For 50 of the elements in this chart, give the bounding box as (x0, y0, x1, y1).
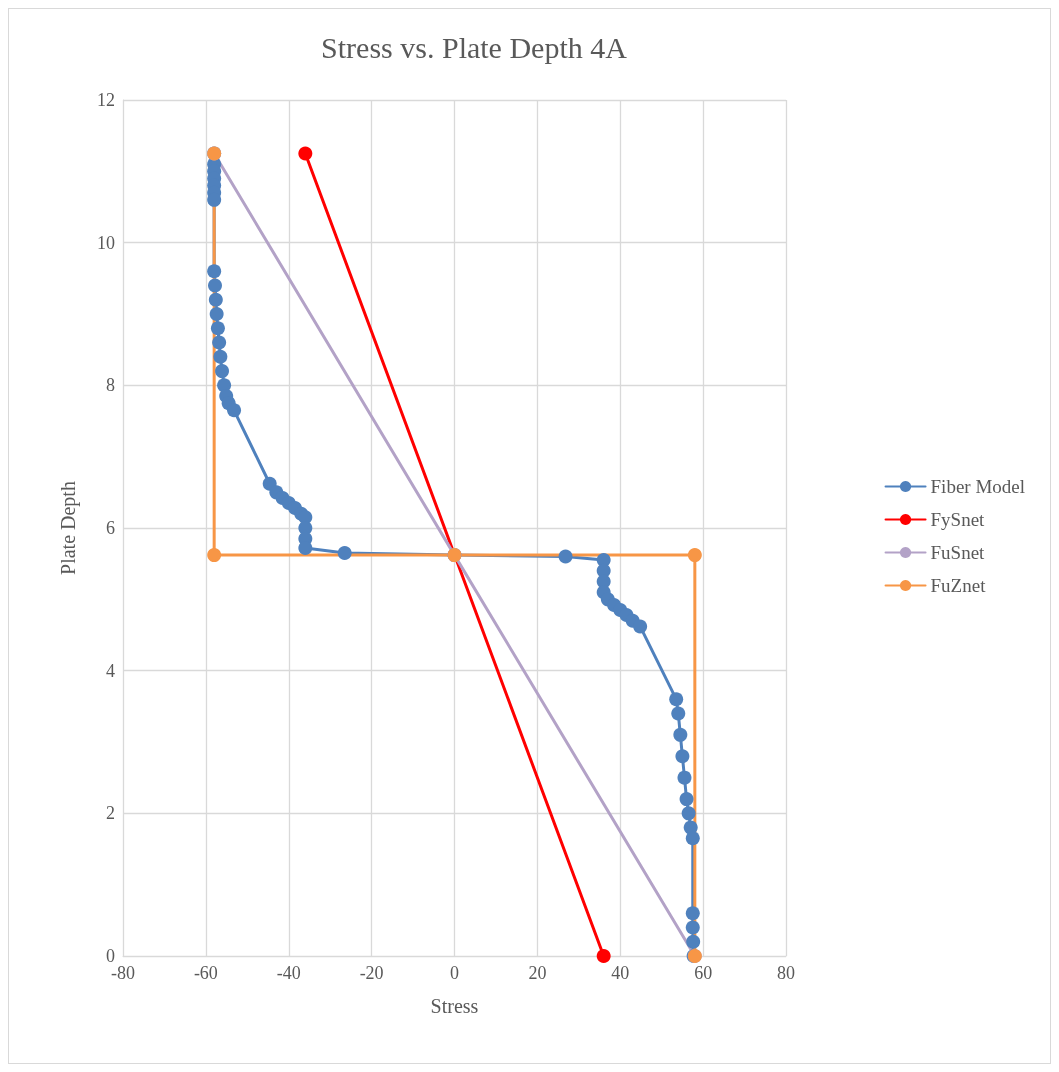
y-tick-label: 2 (106, 803, 115, 824)
point (298, 146, 313, 161)
x-tick-label: -60 (193, 963, 218, 983)
legend-label: FySnet (930, 509, 986, 530)
point (213, 349, 228, 364)
x-tick-label: -40 (276, 963, 301, 983)
point (558, 549, 573, 564)
y-tick-label: 6 (106, 518, 115, 538)
x-tick-label: 60 (694, 963, 713, 983)
point (687, 548, 702, 563)
legend-label: FuZnet (930, 575, 987, 596)
legend-label: FuSnet (930, 542, 986, 563)
x-tick-label: -20 (359, 963, 384, 983)
point (227, 403, 242, 418)
point (679, 792, 694, 807)
point (685, 906, 700, 921)
point (671, 706, 686, 721)
chart-title: Stress vs. Plate Depth 4A (321, 30, 628, 64)
y-tick-label: 0 (106, 946, 115, 966)
point (210, 321, 225, 336)
point (337, 545, 352, 560)
x-tick-label: -80 (111, 963, 135, 983)
y-axis-title: Plate Depth (57, 481, 80, 575)
point (633, 619, 648, 634)
point (669, 692, 684, 707)
legend-label: Fiber Model (930, 476, 1026, 497)
point (208, 292, 223, 307)
point (596, 949, 611, 963)
point (681, 806, 696, 821)
point (215, 364, 230, 379)
y-tick-label: 10 (97, 232, 115, 253)
x-tick-label: 20 (528, 963, 547, 983)
x-tick-label: 0 (450, 963, 459, 983)
y-tick-label: 4 (106, 660, 115, 681)
point (686, 934, 701, 949)
x-tick-label: 40 (611, 963, 630, 983)
y-tick-label: 12 (97, 90, 115, 110)
point (209, 307, 224, 321)
point (208, 278, 222, 293)
point (685, 920, 700, 935)
point (207, 264, 222, 279)
point (207, 548, 222, 563)
point (685, 831, 700, 846)
point (677, 770, 692, 785)
point (675, 749, 690, 764)
point (673, 727, 688, 742)
point (212, 335, 227, 350)
y-tick-label: 8 (106, 375, 115, 396)
x-tick-label: 80 (777, 963, 795, 983)
x-axis-title: Stress (430, 995, 479, 1017)
